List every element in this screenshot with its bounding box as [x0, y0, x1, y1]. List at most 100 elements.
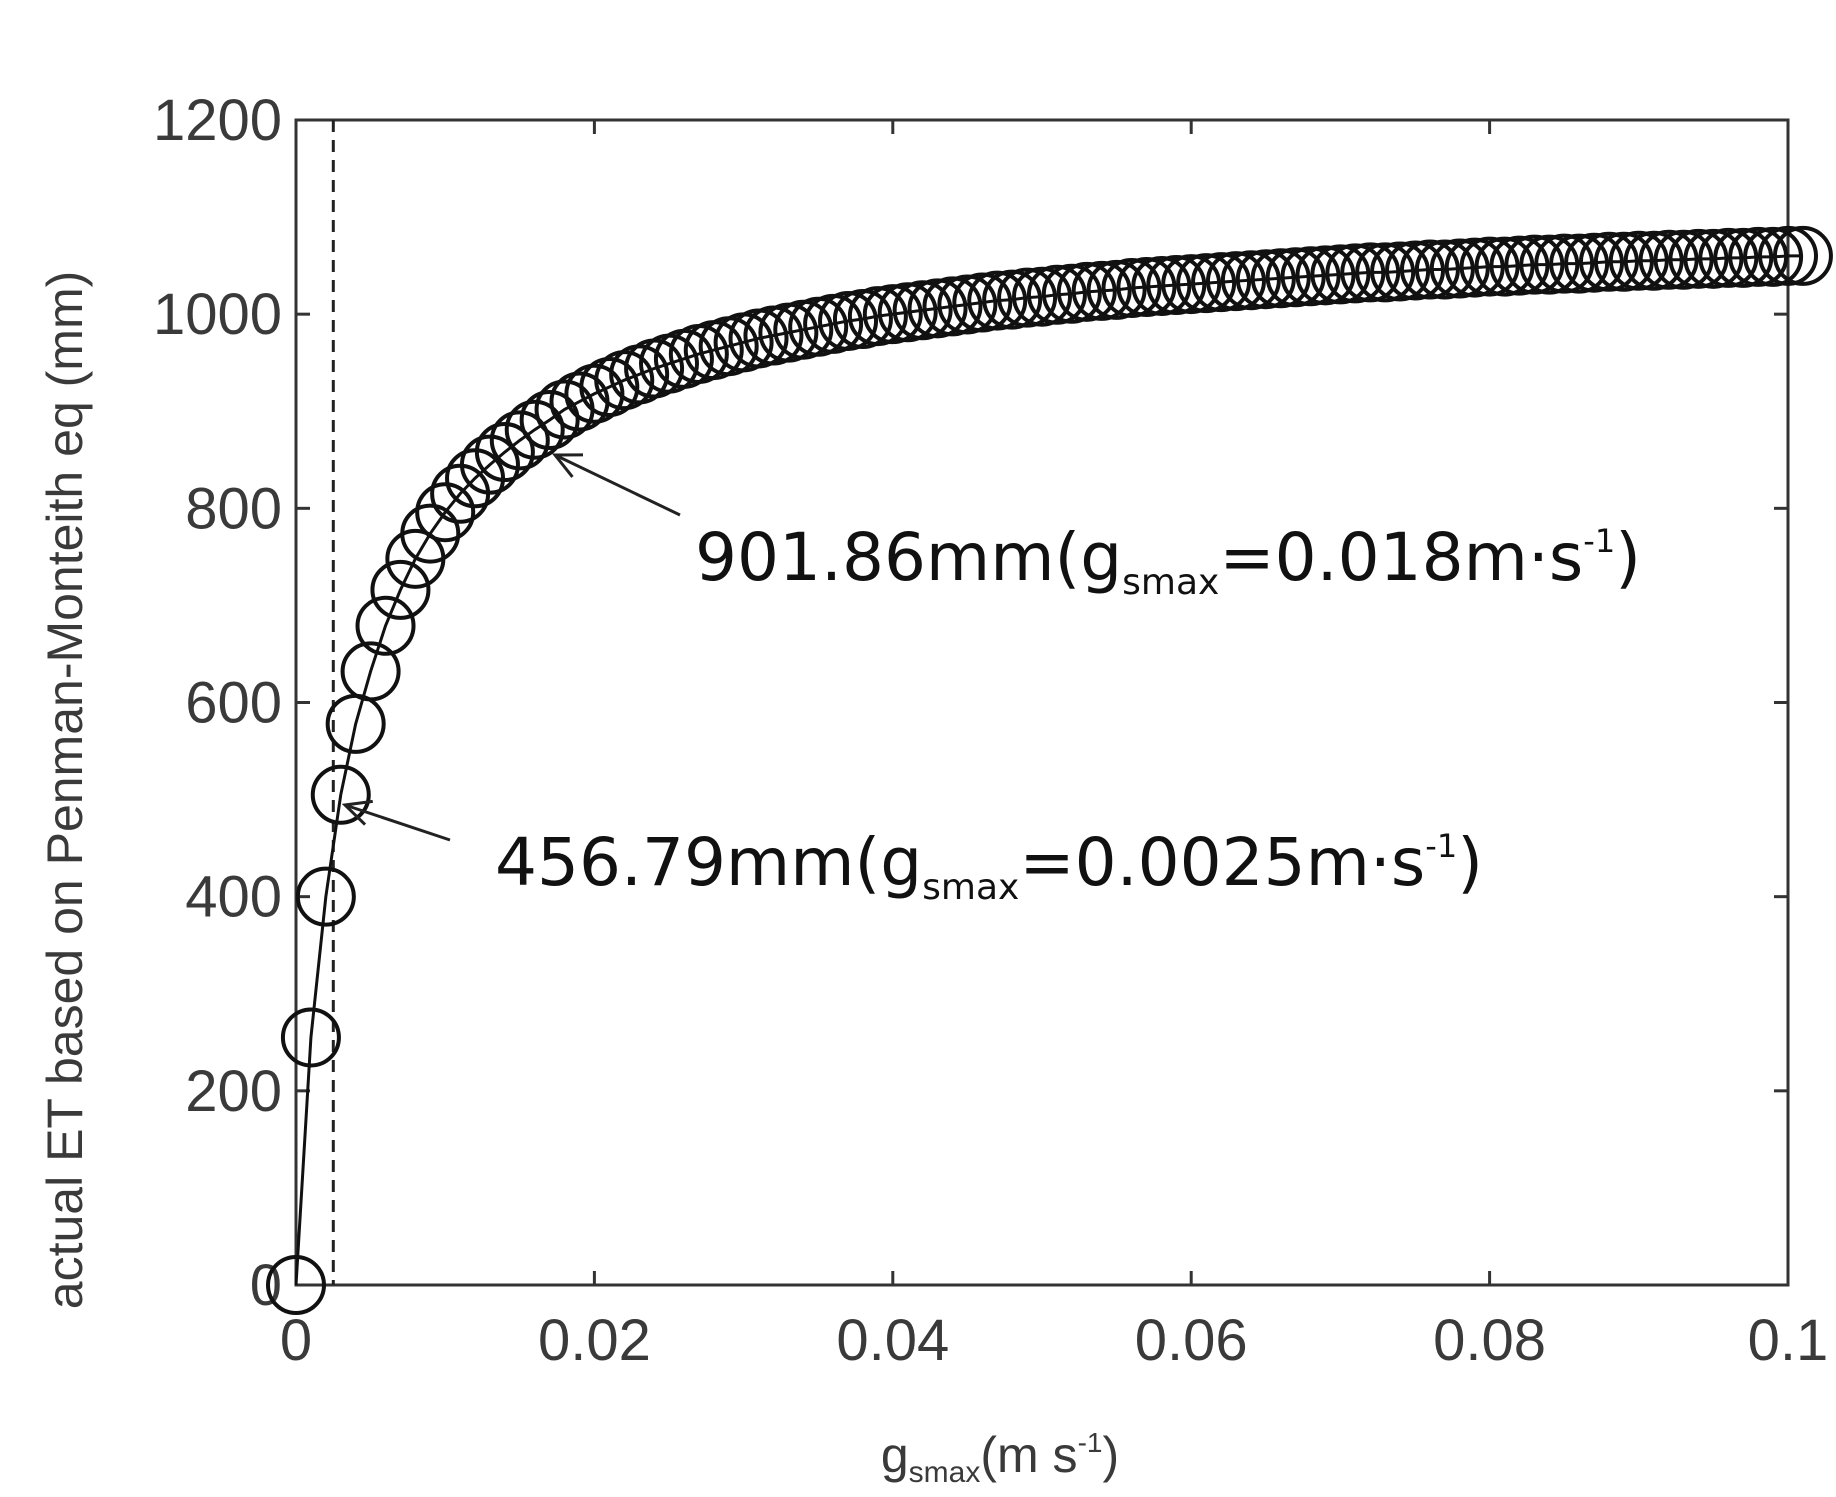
data-point — [280, 1007, 341, 1068]
x-tick-label: 0.08 — [1433, 1308, 1546, 1373]
data-point — [1593, 231, 1654, 292]
data-point — [1549, 233, 1610, 294]
annotation-subscript: smax — [922, 867, 1019, 908]
data-point — [310, 764, 371, 825]
x-axis-title-subscript: smax — [909, 1456, 981, 1489]
annotations-group: 901.86mm(gsmax=0.018m·s-1)456.79mm(gsmax… — [341, 453, 1641, 908]
data-point — [1534, 233, 1595, 294]
data-point — [1325, 243, 1386, 304]
data-point — [1355, 242, 1416, 303]
data-point — [847, 286, 908, 347]
data-point — [489, 410, 550, 471]
data-point — [564, 363, 625, 424]
data-point — [340, 641, 401, 702]
data-point — [1519, 234, 1580, 295]
annotation-equation: =0.0025m·s — [1019, 824, 1425, 901]
x-axis-title-close: ) — [1102, 1427, 1119, 1483]
data-point — [1146, 255, 1207, 316]
x-tick-label: 0.1 — [1748, 1308, 1829, 1373]
y-tick-label: 1200 — [153, 88, 282, 153]
data-point — [1504, 234, 1565, 295]
tick-labels: 0 0.02 0.04 0.06 0.08 0.102004006008001000120… — [153, 88, 1828, 1373]
data-point — [1608, 230, 1669, 291]
x-axis-title-unit: (m s — [980, 1427, 1077, 1483]
data-point — [400, 503, 461, 564]
data-point — [1698, 227, 1759, 288]
annotation-value: 901.86mm(g — [695, 519, 1122, 596]
data-point — [997, 267, 1058, 328]
x-tick-label: 0.04 — [836, 1308, 949, 1373]
data-point — [1295, 245, 1356, 306]
data-point — [1310, 244, 1371, 305]
data-point — [1265, 247, 1326, 308]
data-point — [1026, 264, 1087, 325]
annotation-label: 456.79mm(gsmax=0.0025m·s-1) — [495, 824, 1483, 908]
data-point — [1414, 239, 1475, 300]
x-axis-title-superscript: -1 — [1078, 1427, 1103, 1458]
y-tick-label: 200 — [185, 1059, 282, 1124]
annotation-arrow-shaft — [344, 803, 451, 842]
data-point — [1653, 229, 1714, 290]
y-tick-label: 1000 — [153, 282, 282, 347]
annotation-arrow-head — [341, 799, 373, 826]
y-axis-title: actual ET based on Penman-Monteith eq (m… — [37, 271, 93, 1309]
data-point — [474, 422, 535, 483]
data-point — [415, 482, 476, 543]
annotation-superscript: -1 — [1425, 827, 1457, 865]
data-point — [1668, 228, 1729, 289]
data-point — [1012, 266, 1072, 327]
series-group — [266, 225, 1833, 1315]
annotation-subscript: smax — [1122, 562, 1219, 603]
annotation-value: 456.79mm(g — [495, 824, 922, 901]
data-point — [355, 595, 416, 656]
data-point — [1623, 230, 1684, 291]
data-point — [1131, 256, 1192, 317]
data-point — [1399, 239, 1460, 300]
data-point — [1429, 238, 1490, 299]
data-point — [1683, 228, 1744, 289]
data-point — [1489, 235, 1550, 296]
y-tick-label: 600 — [185, 671, 282, 736]
data-point — [1728, 226, 1789, 287]
data-point — [862, 284, 923, 345]
data-point — [1340, 242, 1401, 303]
annotation-close: ) — [1457, 824, 1483, 901]
data-point — [1161, 254, 1222, 315]
data-point — [1056, 261, 1117, 322]
annotation-equation: =0.018m·s — [1219, 519, 1583, 596]
data-point — [1772, 225, 1833, 286]
data-point — [1086, 259, 1147, 320]
data-point — [1250, 248, 1311, 309]
data-point — [1564, 232, 1625, 293]
data-point — [1176, 253, 1237, 314]
annotation-close: ) — [1615, 519, 1641, 596]
data-point — [1459, 236, 1520, 297]
data-point — [937, 274, 998, 335]
data-point — [1220, 250, 1281, 311]
data-point — [370, 559, 431, 620]
data-point — [579, 356, 640, 417]
data-point — [1235, 249, 1296, 310]
data-point — [1743, 226, 1804, 287]
data-point — [295, 866, 356, 927]
data-point — [1041, 263, 1102, 324]
x-tick-label: 0 — [280, 1308, 312, 1373]
data-point — [504, 399, 565, 460]
data-point — [1116, 256, 1177, 317]
data-point — [1578, 231, 1639, 292]
x-tick-label: 0.02 — [538, 1308, 651, 1373]
data-point — [1638, 229, 1699, 290]
data-point — [459, 434, 520, 495]
data-point — [1205, 251, 1266, 312]
data-point — [952, 272, 1013, 333]
data-point — [818, 290, 879, 351]
data-point — [1474, 236, 1535, 297]
data-point — [877, 282, 938, 343]
data-point — [967, 270, 1028, 331]
annotation-label: 901.86mm(gsmax=0.018m·s-1) — [695, 519, 1641, 603]
x-tick-label: 0.06 — [1135, 1308, 1248, 1373]
data-point — [907, 278, 968, 339]
annotation-superscript: -1 — [1583, 522, 1615, 560]
data-point — [266, 1255, 326, 1315]
